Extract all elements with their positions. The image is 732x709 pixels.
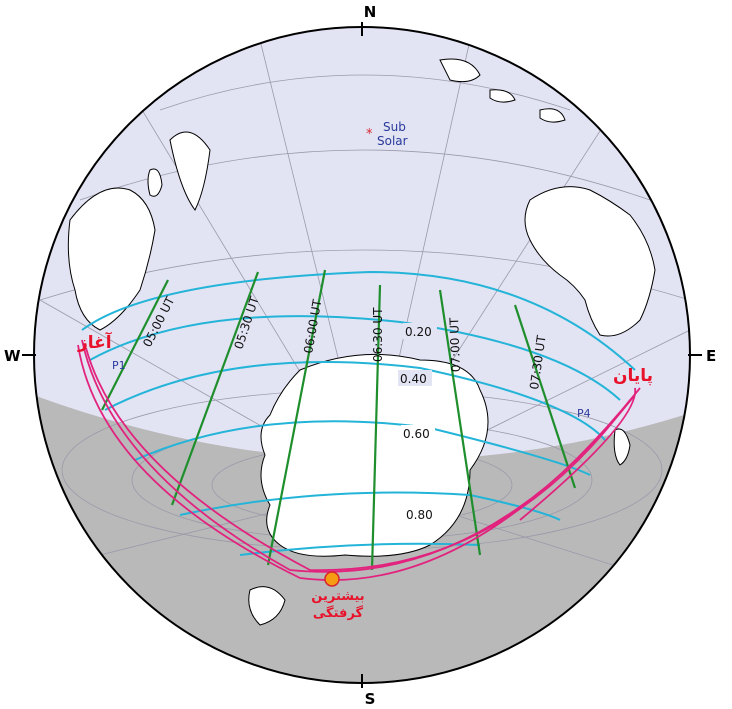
- magnitude-label: 0.80: [406, 508, 433, 522]
- time-lines: [101, 269, 577, 571]
- contact-p4-label: P4: [577, 407, 591, 420]
- magnitude-contours: [81, 270, 636, 556]
- subsolar-marker: *: [366, 127, 373, 142]
- greatest-eclipse-label-line1: بیشترین: [311, 589, 364, 604]
- compass-east: E: [706, 347, 716, 365]
- magnitude-label: 0.40: [400, 372, 427, 386]
- south-america-tip: [248, 586, 286, 626]
- australia: [524, 186, 656, 337]
- southern-africa: [67, 187, 156, 331]
- magnitude-label: 0.60: [403, 427, 430, 441]
- subsolar-label-line2: Solar: [377, 134, 408, 148]
- penumbral-limit-curves: [77, 339, 641, 581]
- magnitude-label: 0.20: [405, 325, 432, 339]
- magnitude-labels: 0.20 0.40 0.60 0.80: [398, 323, 438, 522]
- eclipse-start-label: آغاز: [77, 331, 113, 353]
- india-coast: [169, 131, 211, 211]
- time-label: 06:30 UT: [371, 307, 385, 362]
- madagascar: [147, 168, 163, 197]
- indonesia-islands: [439, 58, 566, 123]
- greatest-eclipse-label-line2: گرفتگی: [313, 605, 364, 621]
- land-masses: [67, 58, 656, 626]
- contact-p1-label: P1: [112, 359, 126, 372]
- compass-north: N: [364, 3, 377, 21]
- subsolar-label-line1: Sub: [383, 120, 406, 134]
- time-label: 07:00 UT: [447, 317, 463, 373]
- compass-south: S: [365, 690, 376, 708]
- compass-west: W: [4, 347, 21, 365]
- new-zealand: [613, 428, 631, 466]
- eclipse-end-label: پایان: [613, 366, 653, 386]
- compass-ticks: [22, 22, 702, 688]
- greatest-eclipse-point: [324, 571, 340, 587]
